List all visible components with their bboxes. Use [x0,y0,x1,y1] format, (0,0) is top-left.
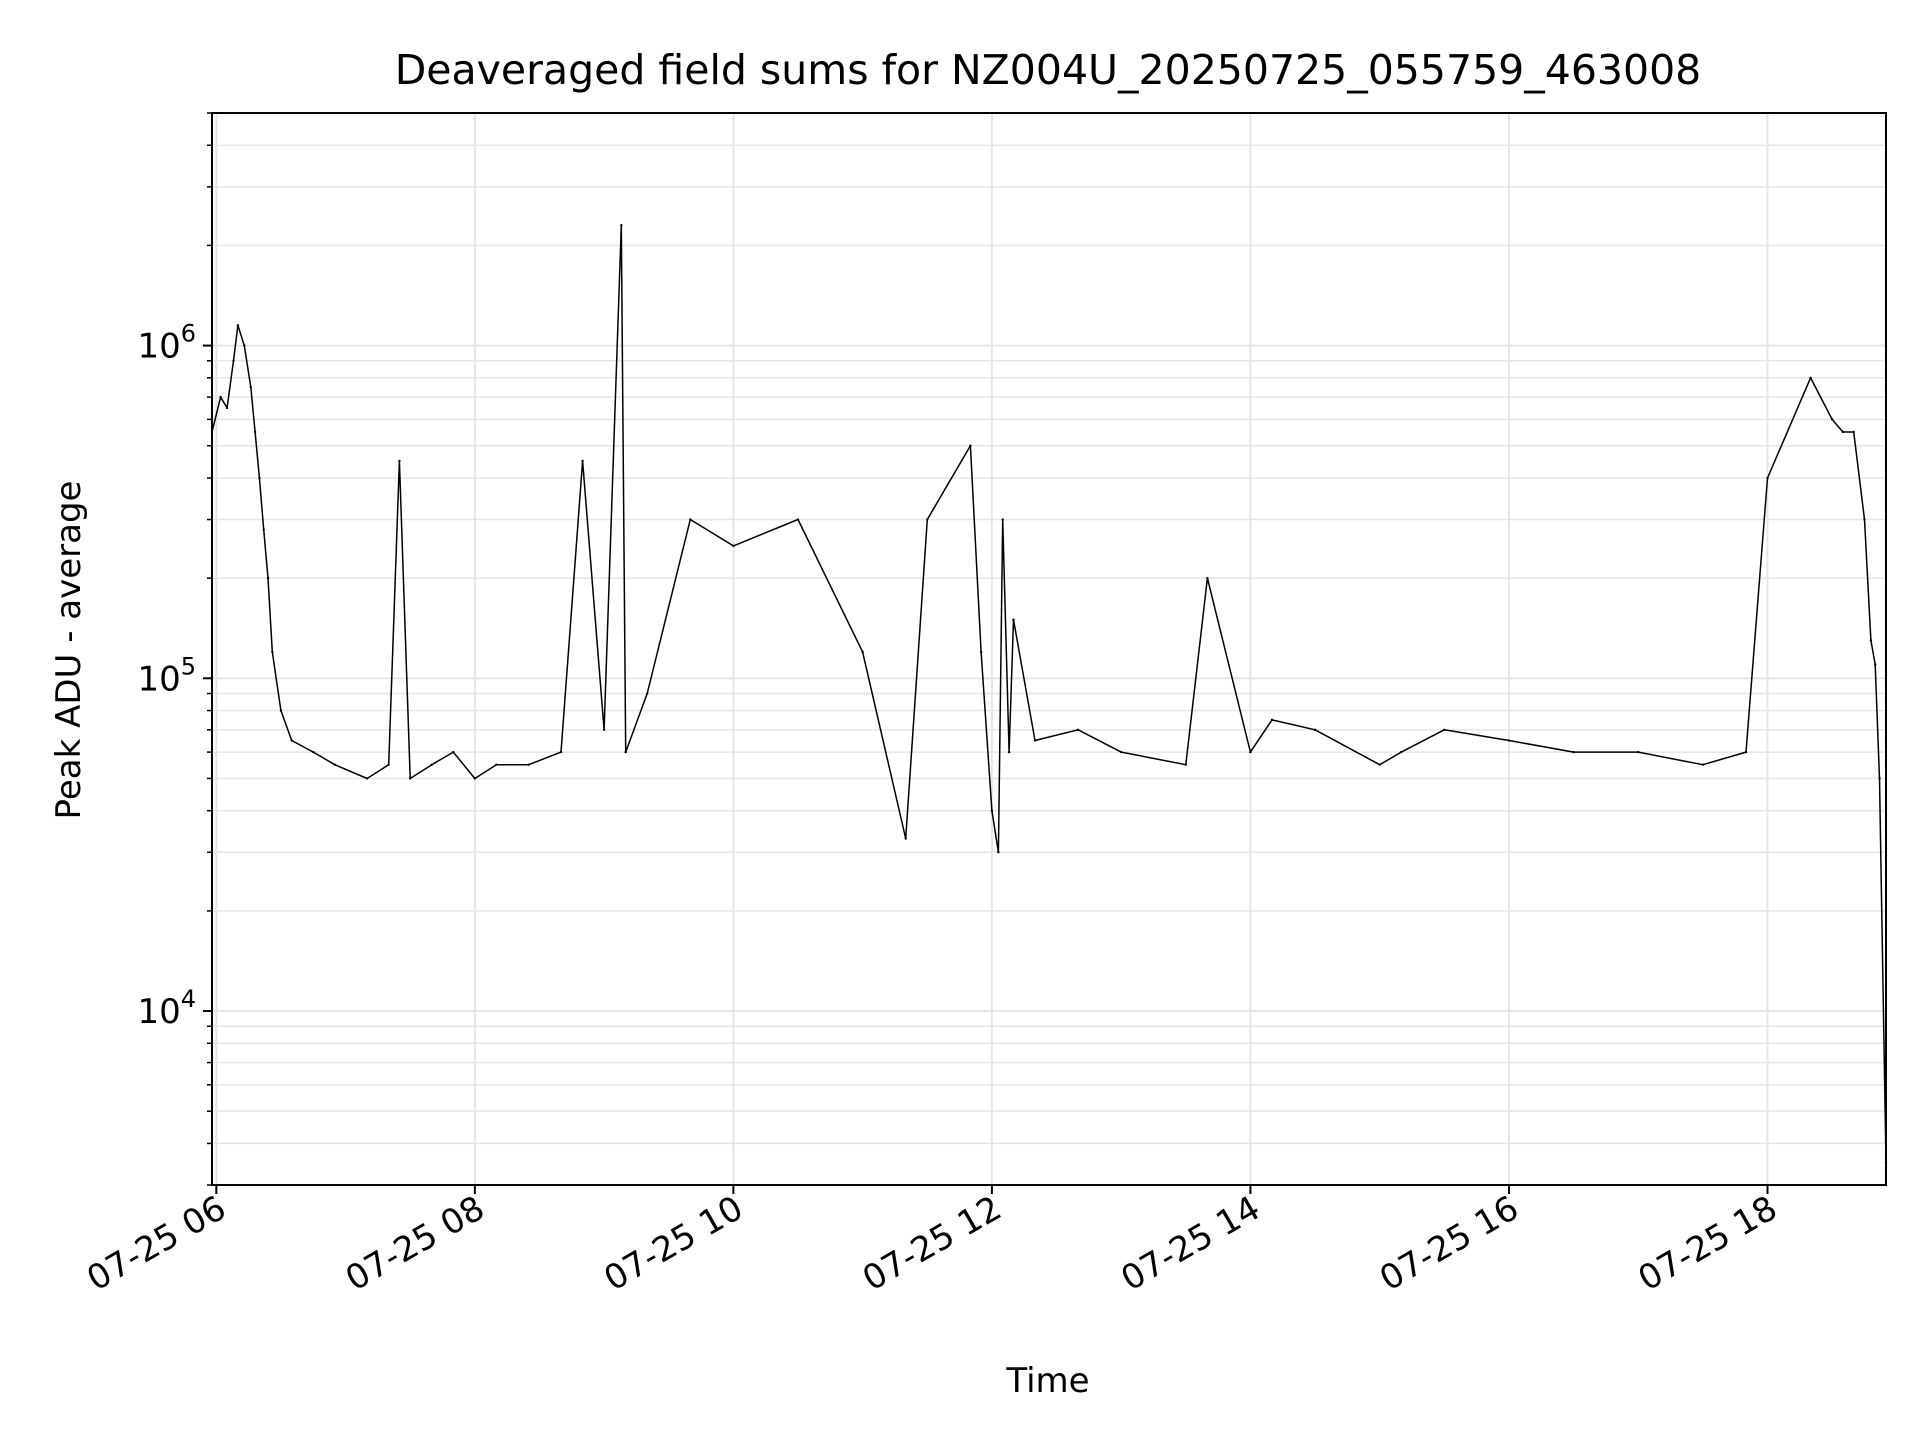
data-point [1313,728,1317,732]
y-axis: 104 105 106 [137,112,212,1186]
data-point [1809,376,1812,380]
data-point [1874,663,1877,666]
data-point [1206,576,1209,580]
data-point [430,763,433,766]
y-tick-label: 105 [137,652,196,699]
data-point [387,763,390,766]
x-tick-label: 07-25 14 [1115,1188,1267,1299]
data-layer [210,224,1888,1164]
x-tick-label: 07-25 08 [339,1188,491,1299]
data-point [689,518,692,521]
x-tick-label: 07-25 12 [856,1188,1008,1299]
data-point [1184,763,1188,766]
x-tick-label: 07-25 06 [80,1188,232,1299]
data-point [290,739,293,742]
data-point [602,728,606,732]
data-point [452,750,455,754]
data-point [997,851,1000,854]
data-point [559,750,563,754]
data-point [1766,476,1769,480]
x-tick-label: 07-25 18 [1632,1188,1784,1299]
data-point [926,518,929,521]
data-point [1863,518,1866,521]
data-point [266,576,270,580]
data-point [1878,777,1881,780]
data-point [624,750,627,754]
grid [212,112,1886,1186]
data-point [1400,750,1403,754]
data-point [904,837,907,840]
data-point [990,809,994,812]
data-point [861,650,864,654]
data-point [1012,618,1015,621]
data-point [312,750,315,754]
data-point [1572,750,1575,754]
data-point [645,692,649,695]
data-point [279,709,283,712]
data-point [1744,750,1748,754]
data-point [262,528,265,531]
data-point [236,324,240,327]
x-axis-label: Time [1005,1361,1089,1401]
data-point [796,518,800,521]
data-point [1830,418,1834,421]
data-point [271,650,274,654]
data-point [243,344,246,347]
data-point [1033,739,1037,742]
data-point [1119,750,1123,754]
data-point [732,544,735,548]
data-point [581,459,584,463]
data-point [333,763,337,766]
chart-title: Deaveraged field sums for NZ004U_2025072… [395,46,1702,94]
data-point [620,224,623,227]
data-point [249,385,252,389]
data-point [1869,639,1873,642]
x-tick-label: 07-25 10 [597,1188,749,1299]
series-line [211,224,1887,1163]
plot-frame [211,112,1887,1186]
data-point [225,406,229,410]
data-point [969,444,972,447]
data-point [1270,718,1274,722]
data-point [1841,430,1845,434]
data-point [527,763,530,766]
data-point [232,359,235,362]
data-point [258,476,261,480]
data-point [495,763,498,766]
data-point [409,777,412,780]
data-point [1007,750,1011,754]
y-tick-label: 104 [137,985,196,1032]
data-point [1701,763,1705,766]
data-point [1637,750,1640,754]
data-point [398,459,401,463]
data-point [1443,728,1446,732]
data-point [1852,430,1855,434]
data-point [1076,728,1080,732]
data-point [1001,518,1004,521]
data-point [365,777,369,780]
data-point [219,395,222,399]
data-point [1507,739,1511,742]
data-point [473,777,477,780]
data-point [1378,763,1381,766]
y-axis-label: Peak ADU - average [49,481,89,820]
data-point [979,650,983,654]
data-point [253,430,257,434]
x-axis: 07-25 06 07-25 08 07-25 10 07-25 12 07-25 14… [80,1185,1784,1299]
y-tick-label: 106 [137,320,196,367]
data-point [1249,750,1252,754]
x-tick-label: 07-25 16 [1373,1188,1525,1299]
